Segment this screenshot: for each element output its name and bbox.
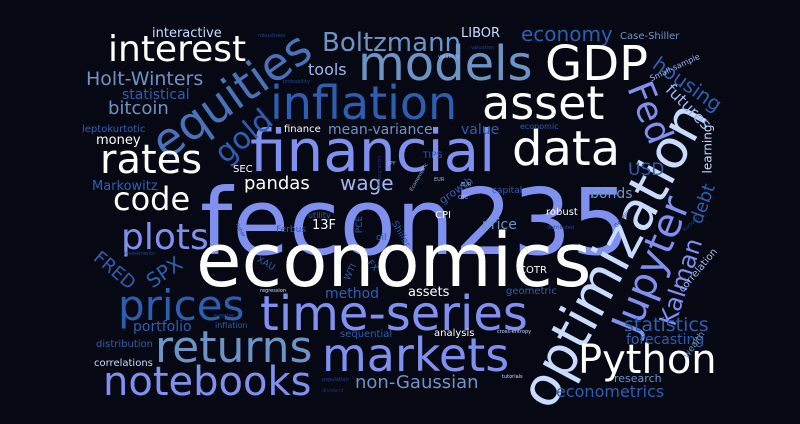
- word-cross-entropy: cross-entropy: [497, 329, 532, 335]
- word-cointegration: cointegration: [377, 155, 384, 190]
- word-asset: asset: [482, 76, 605, 130]
- word-python: Python: [578, 337, 717, 383]
- word-otc: OTC: [458, 195, 469, 201]
- word-eur: EUR: [434, 177, 445, 183]
- word-markowitz: Markowitz: [92, 179, 158, 194]
- word-correlations: correlations: [94, 358, 153, 369]
- word-holt-winters: Holt-Winters: [86, 68, 204, 90]
- word-investments: investments: [124, 251, 155, 257]
- word-usd: USD: [628, 160, 665, 180]
- word-sec: SEC: [233, 164, 253, 175]
- word-ferbus: Ferbus: [276, 225, 307, 235]
- word-statistics: statistics: [624, 314, 709, 336]
- word-probability: probability: [283, 79, 310, 85]
- word-tools: tools: [308, 60, 347, 79]
- word-bitcoin: bitcoin: [108, 98, 169, 119]
- word-plots: plots: [121, 217, 209, 258]
- word-mean-variance: mean-variance: [328, 122, 433, 138]
- word-markets: markets: [322, 328, 510, 382]
- word-value: value: [461, 122, 500, 138]
- word-method: method: [325, 286, 380, 302]
- word-economy: economy: [521, 22, 613, 46]
- word-capital: capital: [492, 186, 523, 196]
- word-learning: learning: [700, 124, 715, 174]
- word-price: price: [482, 217, 517, 233]
- word-economic: economic: [520, 122, 559, 131]
- word-tips: TIPS: [423, 151, 443, 161]
- word-sequential: sequential: [340, 329, 393, 340]
- word-robust: robust: [546, 207, 578, 218]
- word-code: code: [113, 180, 191, 218]
- word-libor: LIBOR: [461, 26, 501, 41]
- word-volatility: volatility: [438, 54, 460, 60]
- word-boltzmann: Boltzmann: [322, 28, 462, 58]
- word-money: money: [96, 133, 141, 148]
- word-regression: regression: [260, 288, 287, 294]
- word-models: models: [358, 36, 533, 92]
- word-distributed: distributed: [547, 225, 575, 231]
- word-case-shiller: Case-Shiller: [620, 31, 680, 42]
- word-leptokurtotic: leptokurtotic: [82, 124, 146, 135]
- word-robustness: robustness: [258, 33, 286, 39]
- word-economics: economics: [196, 218, 592, 304]
- word-notebooks: notebooks: [103, 359, 312, 405]
- word-prices: prices: [118, 281, 245, 330]
- word-rates: rates: [100, 137, 203, 183]
- word-forecasting: forecasting: [626, 332, 705, 348]
- word-distribution: distribution: [96, 339, 153, 350]
- word-interactive: interactive: [152, 26, 222, 41]
- word-valuation: valuation: [471, 45, 495, 51]
- word-non-gaussian: non-Gaussian: [355, 372, 479, 393]
- word-research: research: [614, 372, 662, 385]
- word-portfolio: portfolio: [133, 319, 192, 335]
- word-dividend: dividend: [322, 388, 344, 394]
- word-cpi: CPI: [435, 210, 451, 221]
- word-fecon235: fecon235: [200, 169, 630, 276]
- word-oil: oil: [376, 233, 387, 243]
- word-cotr: COTR: [519, 265, 547, 276]
- word-econometrics: econometrics: [556, 382, 665, 401]
- word-finance: finance: [284, 124, 321, 135]
- word-inflation-small: inflation: [215, 321, 248, 330]
- word-utility: utility: [308, 211, 331, 220]
- word-gdp: GDP: [545, 36, 649, 92]
- word-jpy: JPY: [388, 161, 396, 167]
- word-pandas: pandas: [244, 173, 310, 194]
- word-time-series: time-series: [260, 286, 528, 342]
- word-assets: assets: [408, 285, 450, 300]
- word-surprise: surprise: [214, 313, 235, 319]
- word-analysis: analysis: [434, 328, 475, 339]
- word-population: population: [322, 377, 349, 383]
- word-tutorials: tutorials: [502, 374, 523, 380]
- word-data: data: [512, 121, 621, 177]
- word-inflation: inflation: [270, 76, 458, 130]
- word-interest: interest: [108, 29, 247, 70]
- word-pce: PCE: [355, 215, 366, 234]
- word-financial: financial: [250, 117, 496, 185]
- word-bonds: bonds: [590, 186, 633, 202]
- word-geometric: geometric: [506, 286, 557, 297]
- word-statistical: statistical: [122, 87, 190, 103]
- word-13f: 13F: [312, 218, 337, 233]
- word-wage: wage: [340, 171, 394, 195]
- word-returns: returns: [155, 322, 313, 373]
- word-eur-2: EUR: [461, 182, 472, 188]
